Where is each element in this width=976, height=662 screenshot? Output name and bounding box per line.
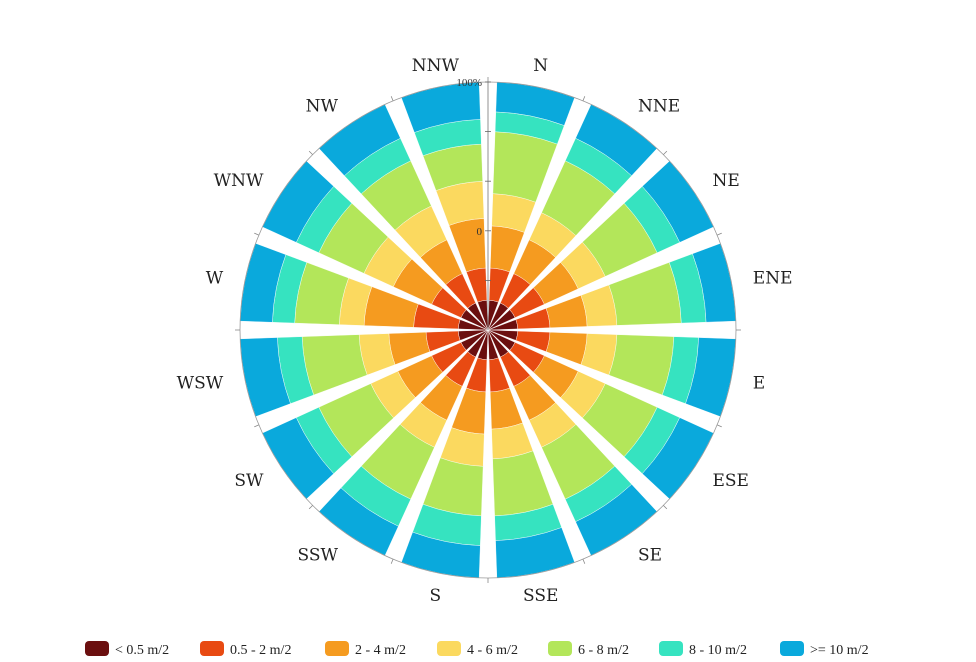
legend-label: 0.5 - 2 m/2 xyxy=(230,643,291,658)
legend-swatch xyxy=(325,641,349,656)
legend: < 0.5 m/2 0.5 - 2 m/2 2 - 4 m/2 4 - 6 m/2 6 … xyxy=(85,641,869,658)
direction-label-w: W xyxy=(206,268,224,288)
legend-label: 6 - 8 m/2 xyxy=(578,643,629,658)
legend-swatch xyxy=(548,641,572,656)
direction-label-wsw: WSW xyxy=(177,374,224,394)
legend-item-6[interactable]: >= 10 m/2 xyxy=(780,641,869,658)
angular-tick xyxy=(390,96,394,102)
legend-label: 4 - 6 m/2 xyxy=(467,643,518,658)
rose-sectors xyxy=(239,81,737,579)
angular-tick xyxy=(582,558,586,564)
sector-ene-bin-4 xyxy=(608,262,682,326)
direction-label-s: S xyxy=(429,586,441,606)
angular-tick xyxy=(663,150,668,155)
direction-label-ne: NE xyxy=(712,171,739,191)
direction-label-n: N xyxy=(533,56,548,76)
legend-item-2[interactable]: 2 - 4 m/2 xyxy=(325,641,406,658)
legend-label: 2 - 4 m/2 xyxy=(355,643,406,658)
direction-label-ssw: SSW xyxy=(298,545,339,565)
radial-axis: 100% 0 xyxy=(235,77,741,583)
angular-tick xyxy=(254,424,260,428)
direction-label-se: SE xyxy=(638,545,662,565)
legend-item-1[interactable]: 0.5 - 2 m/2 xyxy=(200,641,291,658)
legend-swatch xyxy=(659,641,683,656)
angular-tick xyxy=(582,96,586,102)
direction-labels: N NNE NE ENE E ESE SE SSE S SSW SW WSW W WNW NW NNW xyxy=(177,56,793,606)
direction-label-ene: ENE xyxy=(753,268,793,288)
sector-s-bin-4 xyxy=(422,457,484,517)
sector-e-bin-4 xyxy=(608,334,675,396)
direction-label-wnw: WNW xyxy=(214,171,264,191)
direction-label-nw: NW xyxy=(306,97,339,117)
radial-tick-label: 0 xyxy=(477,226,483,238)
legend-swatch xyxy=(200,641,224,656)
legend-swatch xyxy=(780,641,804,656)
sector-sse-bin-4 xyxy=(492,450,554,517)
sector-wsw-bin-4 xyxy=(301,334,368,396)
legend-item-5[interactable]: 8 - 10 m/2 xyxy=(659,641,747,658)
legend-item-0[interactable]: < 0.5 m/2 xyxy=(85,641,169,658)
angular-tick xyxy=(308,505,313,510)
angular-tick xyxy=(254,232,260,236)
legend-item-4[interactable]: 6 - 8 m/2 xyxy=(548,641,629,658)
angular-tick xyxy=(308,150,313,155)
legend-swatch xyxy=(437,641,461,656)
angular-tick xyxy=(716,424,722,428)
radial-tick-label: 100% xyxy=(456,77,482,89)
legend-label: >= 10 m/2 xyxy=(810,643,869,658)
direction-label-ese: ESE xyxy=(712,471,748,491)
direction-label-nnw: NNW xyxy=(412,56,460,76)
sector-n-bin-4 xyxy=(492,131,558,203)
direction-label-sse: SSE xyxy=(523,586,558,606)
legend-label: 8 - 10 m/2 xyxy=(689,643,747,658)
direction-label-e: E xyxy=(753,374,765,394)
angular-tick xyxy=(663,505,668,510)
direction-label-nne: NNE xyxy=(638,97,680,117)
angular-tick xyxy=(390,558,394,564)
angular-tick xyxy=(716,232,722,236)
legend-label: < 0.5 m/2 xyxy=(115,643,169,658)
legend-swatch xyxy=(85,641,109,656)
legend-item-3[interactable]: 4 - 6 m/2 xyxy=(437,641,518,658)
direction-label-sw: SW xyxy=(234,471,264,491)
